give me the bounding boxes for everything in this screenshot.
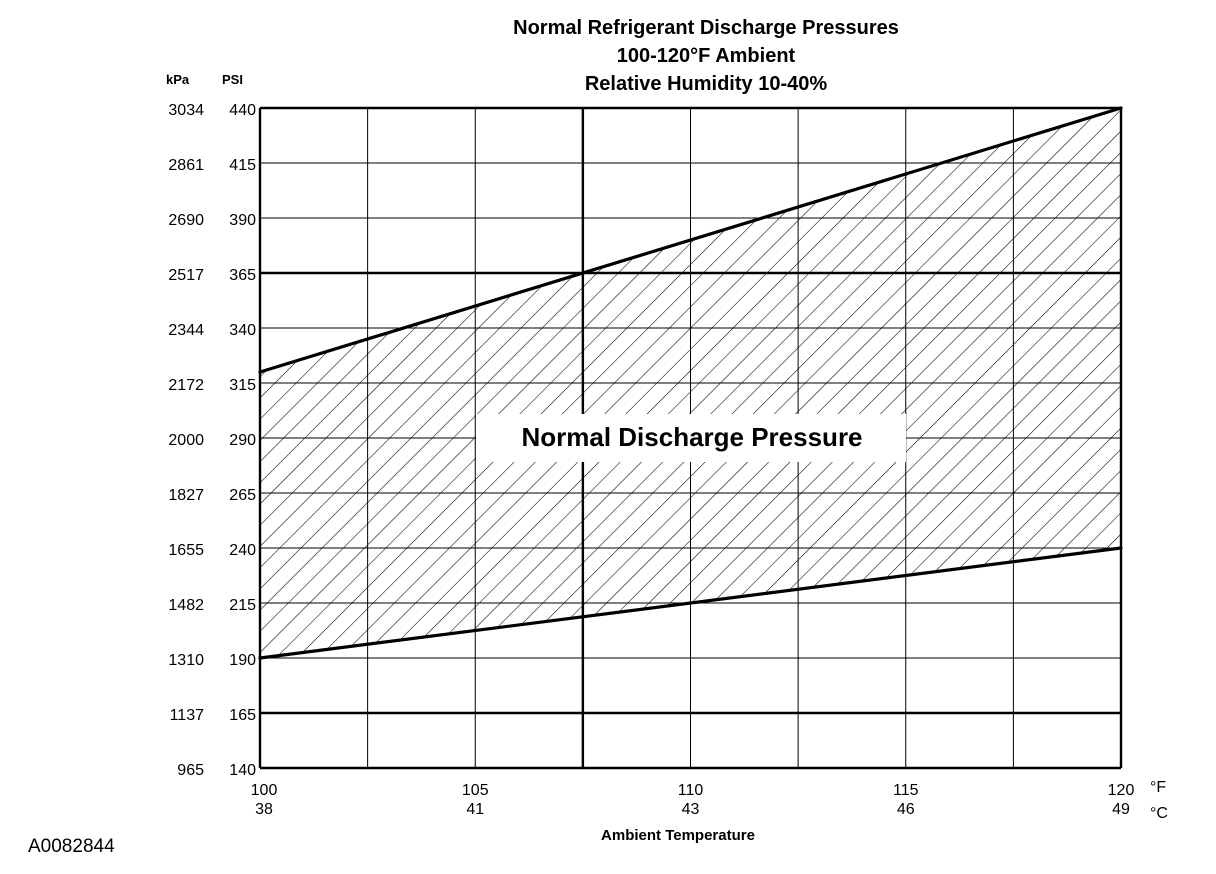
figure-id: A0082844 bbox=[28, 836, 115, 857]
lower-limit-line bbox=[258, 546, 1123, 660]
y-tick-psi: 265 bbox=[229, 487, 256, 504]
x-tick-c: 38 bbox=[255, 801, 273, 818]
y-tick-psi: 415 bbox=[229, 157, 256, 174]
tick-layer: 440 3034 415 2861 390 2690 365 2517 340 2344 315 21… bbox=[168, 102, 1168, 822]
y-tick-psi: 365 bbox=[229, 267, 256, 284]
x-axis-label: Ambient Temperature bbox=[601, 827, 755, 844]
y-tick-psi: 140 bbox=[229, 762, 256, 779]
x-unit-fahrenheit: °F bbox=[1150, 779, 1166, 796]
y-tick-kpa: 1310 bbox=[168, 652, 204, 669]
series-layer bbox=[258, 106, 1123, 660]
upper-limit-line bbox=[258, 106, 1123, 374]
y-tick-kpa: 2861 bbox=[168, 157, 204, 174]
x-tick-f: 110 bbox=[678, 782, 704, 799]
y-tick-psi: 290 bbox=[229, 432, 256, 449]
x-unit-celsius: °C bbox=[1150, 805, 1168, 822]
x-tick-c: 41 bbox=[466, 801, 484, 818]
y-tick-kpa: 1655 bbox=[168, 542, 204, 559]
y-tick-kpa: 1482 bbox=[168, 597, 204, 614]
x-tick-c: 46 bbox=[897, 801, 915, 818]
x-tick-f: 120 bbox=[1108, 782, 1135, 799]
y-tick-kpa: 2690 bbox=[168, 212, 204, 229]
y-tick-kpa: 1827 bbox=[168, 487, 204, 504]
x-tick-c: 49 bbox=[1112, 801, 1130, 818]
y-tick-kpa: 2000 bbox=[168, 432, 204, 449]
region-label-background bbox=[476, 414, 906, 462]
x-tick-c: 43 bbox=[682, 801, 700, 818]
label-layer: Normal Discharge Pressure bbox=[476, 414, 906, 462]
x-tick-f: 100 bbox=[251, 782, 278, 799]
region-label: Normal Discharge Pressure bbox=[521, 422, 862, 452]
psi-unit-header: PSI bbox=[222, 72, 243, 87]
y-tick-kpa: 965 bbox=[177, 762, 204, 779]
y-tick-psi: 315 bbox=[229, 377, 256, 394]
y-tick-kpa: 2344 bbox=[168, 322, 204, 339]
y-tick-psi: 440 bbox=[229, 102, 256, 119]
chart-title: Normal Refrigerant Discharge Pressures bbox=[513, 17, 899, 39]
y-tick-psi: 190 bbox=[229, 652, 256, 669]
y-tick-psi: 240 bbox=[229, 542, 256, 559]
x-tick-f: 105 bbox=[462, 782, 489, 799]
y-tick-psi: 215 bbox=[229, 597, 256, 614]
chart-subtitle-ambient: 100-120°F Ambient bbox=[616, 45, 796, 67]
y-tick-kpa: 2172 bbox=[168, 377, 204, 394]
kpa-unit-header: kPa bbox=[166, 72, 190, 87]
y-tick-psi: 390 bbox=[229, 212, 256, 229]
y-tick-kpa: 3034 bbox=[168, 102, 204, 119]
y-tick-kpa: 2517 bbox=[168, 267, 204, 284]
y-tick-psi: 165 bbox=[229, 707, 256, 724]
x-tick-f: 115 bbox=[893, 782, 919, 799]
chart-subtitle-humidity: Relative Humidity 10-40% bbox=[584, 73, 828, 95]
y-tick-psi: 340 bbox=[229, 322, 256, 339]
y-tick-kpa: 1137 bbox=[170, 707, 205, 724]
